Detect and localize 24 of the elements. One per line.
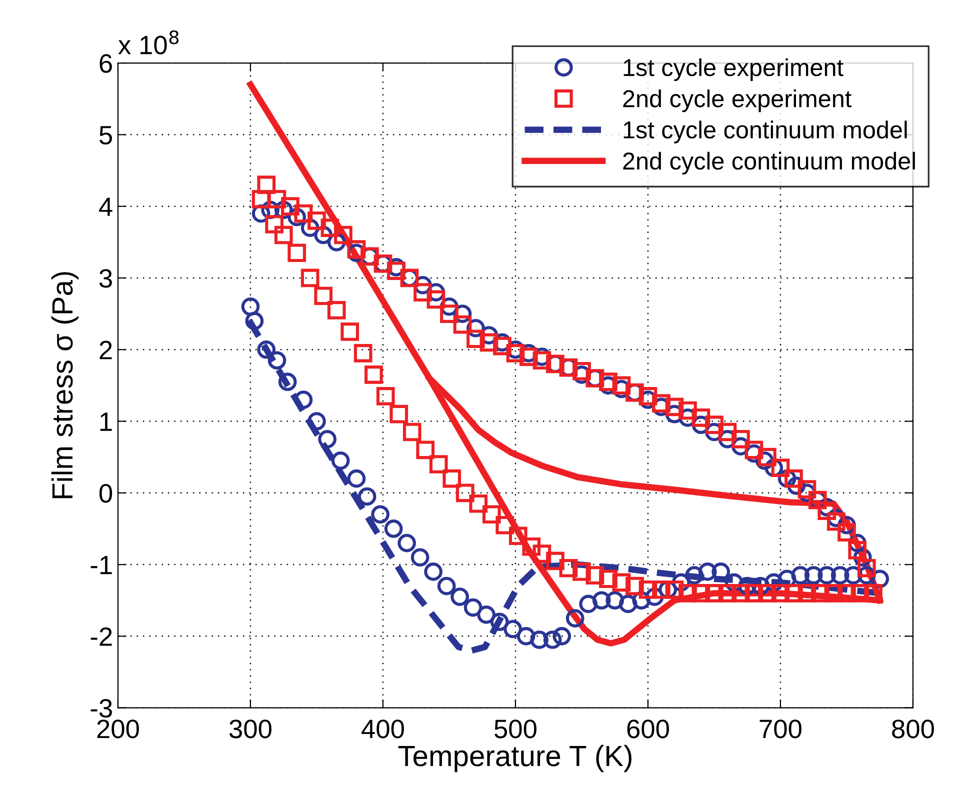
x-tick-label: 400 (362, 720, 404, 738)
y-axis-title: Film stress σ (Pa) (51, 272, 79, 498)
x-tick-label: 300 (229, 720, 272, 738)
y-tick-label: 4 (99, 198, 112, 216)
x-tick-label: 700 (760, 720, 802, 738)
y-tick-label: 5 (99, 126, 112, 145)
legend-label: 2nd cycle continuum model (623, 152, 915, 174)
y-tick-label: 2 (100, 340, 112, 360)
legend-label: 1st cycle continuum model (624, 120, 907, 144)
legend-label: 2nd cycle experiment (623, 89, 852, 112)
text: x 10$^{8}$ (118, 30, 179, 54)
y-tick-label: 3 (99, 269, 112, 288)
y-tick-label: 0 (99, 484, 112, 503)
x-tick-label: 200 (97, 720, 139, 738)
x-tick-label: 800 (892, 720, 934, 738)
y-tick-label: 1 (100, 412, 112, 431)
x-tick-label: 600 (627, 720, 669, 738)
y-tick-label: 6 (100, 54, 112, 73)
y-tick-label: -2 (90, 627, 112, 646)
legend-label: 1st cycle experiment (624, 58, 844, 81)
x-axis-title: Temperature T (K) (398, 744, 632, 772)
y-tick-label: -1 (90, 556, 112, 574)
y-tick-label: -3 (90, 698, 112, 718)
x-tick-label: 500 (494, 720, 536, 738)
